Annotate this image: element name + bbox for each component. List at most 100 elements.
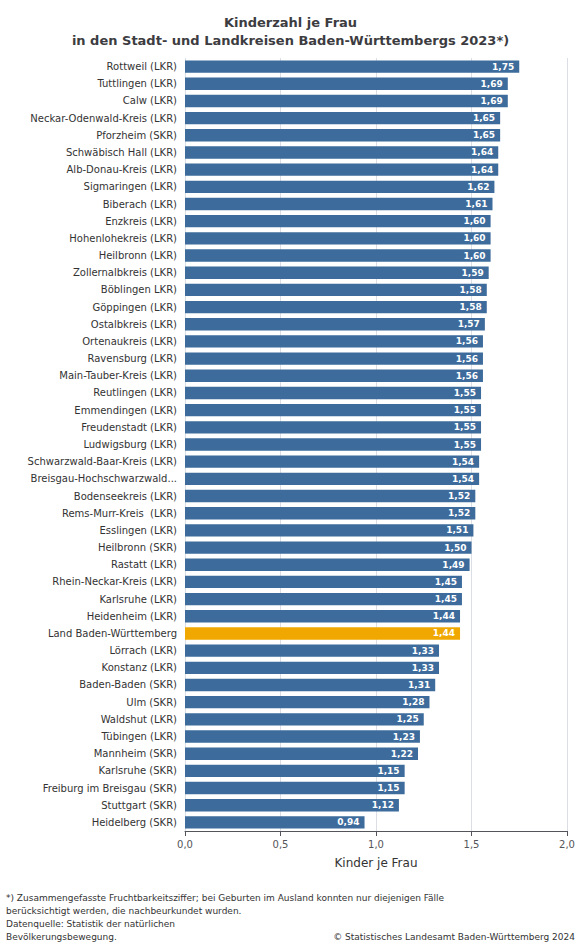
svg-text:0,5: 0,5 xyxy=(273,839,289,850)
svg-text:1,56: 1,56 xyxy=(456,354,478,364)
svg-text:1,31: 1,31 xyxy=(408,680,430,690)
svg-text:Waldshut (LKR): Waldshut (LKR) xyxy=(101,714,177,725)
svg-text:1,28: 1,28 xyxy=(402,697,424,707)
svg-text:1,55: 1,55 xyxy=(454,440,476,450)
svg-text:Enzkreis (LKR): Enzkreis (LKR) xyxy=(105,216,177,227)
svg-text:1,5: 1,5 xyxy=(464,839,480,850)
svg-text:1,55: 1,55 xyxy=(454,422,476,432)
svg-text:Freudenstadt (LKR): Freudenstadt (LKR) xyxy=(81,422,177,433)
svg-text:1,65: 1,65 xyxy=(473,113,495,123)
svg-text:Göppingen (LKR): Göppingen (LKR) xyxy=(92,302,177,313)
svg-text:1,22: 1,22 xyxy=(391,749,413,759)
svg-text:1,58: 1,58 xyxy=(460,285,482,295)
svg-text:Sigmaringen (LKR): Sigmaringen (LKR) xyxy=(84,181,178,192)
svg-text:Konstanz (LKR): Konstanz (LKR) xyxy=(102,662,178,673)
svg-text:1,60: 1,60 xyxy=(463,251,485,261)
svg-text:Heilbronn (LKR): Heilbronn (LKR) xyxy=(99,250,177,261)
svg-text:1,60: 1,60 xyxy=(463,233,485,243)
svg-text:1,12: 1,12 xyxy=(372,800,394,810)
svg-text:Calw (LKR): Calw (LKR) xyxy=(123,95,177,106)
svg-text:1,57: 1,57 xyxy=(458,319,480,329)
svg-text:Rastatt (LKR): Rastatt (LKR) xyxy=(111,559,177,570)
svg-text:1,51: 1,51 xyxy=(446,525,468,535)
svg-text:Alb-Donau-Kreis (LKR): Alb-Donau-Kreis (LKR) xyxy=(67,164,178,175)
svg-text:Hohenlohekreis (LKR): Hohenlohekreis (LKR) xyxy=(69,233,177,244)
svg-text:Karlsruhe (LKR): Karlsruhe (LKR) xyxy=(99,594,177,605)
svg-text:1,44: 1,44 xyxy=(433,611,455,621)
svg-text:1,56: 1,56 xyxy=(456,371,478,381)
svg-text:Böblingen LKR): Böblingen LKR) xyxy=(101,284,177,295)
svg-text:1,23: 1,23 xyxy=(393,732,415,742)
svg-text:1,54: 1,54 xyxy=(452,457,474,467)
svg-text:Stuttgart (SKR): Stuttgart (SKR) xyxy=(101,800,177,811)
svg-text:1,58: 1,58 xyxy=(460,302,482,312)
svg-text:1,64: 1,64 xyxy=(471,165,493,175)
svg-text:1,55: 1,55 xyxy=(454,388,476,398)
svg-text:1,33: 1,33 xyxy=(412,646,434,656)
svg-text:*) Zusammengefasste Fruchtbark: *) Zusammengefasste Fruchtbarkeitsziffer… xyxy=(6,893,445,903)
svg-text:in den Stadt- und Landkreisen: in den Stadt- und Landkreisen Baden-Würt… xyxy=(72,33,509,48)
svg-text:0,94: 0,94 xyxy=(337,817,359,827)
svg-text:Bodenseekreis (LKR): Bodenseekreis (LKR) xyxy=(74,491,177,502)
svg-text:Rottweil (LKR): Rottweil (LKR) xyxy=(107,61,178,72)
svg-text:Esslingen (LKR): Esslingen (LKR) xyxy=(99,525,177,536)
svg-text:Freiburg im Breisgau (SKR): Freiburg im Breisgau (SKR) xyxy=(43,783,177,794)
svg-text:Rems-Murr-Kreis (LKR): Rems-Murr-Kreis (LKR) xyxy=(62,508,177,519)
svg-text:Zollernalbkreis (LKR): Zollernalbkreis (LKR) xyxy=(73,267,177,278)
svg-text:© Statistisches Landesamt Bade: © Statistisches Landesamt Baden-Württemb… xyxy=(333,932,575,942)
svg-text:Reutlingen (LKR): Reutlingen (LKR) xyxy=(93,387,177,398)
svg-text:1,62: 1,62 xyxy=(467,182,489,192)
svg-text:1,45: 1,45 xyxy=(435,577,457,587)
svg-text:1,59: 1,59 xyxy=(461,268,483,278)
svg-text:Neckar-Odenwald-Kreis (LKR): Neckar-Odenwald-Kreis (LKR) xyxy=(30,113,177,124)
svg-text:1,25: 1,25 xyxy=(397,714,419,724)
svg-text:Pforzheim (SKR): Pforzheim (SKR) xyxy=(96,130,177,141)
svg-text:1,55: 1,55 xyxy=(454,405,476,415)
svg-text:berücksichtigt werden, die nac: berücksichtigt werden, die nachbeurkunde… xyxy=(6,906,241,916)
svg-text:1,54: 1,54 xyxy=(452,474,474,484)
svg-text:Datenquelle: Statistik der nat: Datenquelle: Statistik der natürlichen xyxy=(6,919,175,929)
svg-text:Heidenheim (LKR): Heidenheim (LKR) xyxy=(87,611,177,622)
svg-text:Ulm (SKR): Ulm (SKR) xyxy=(126,697,177,708)
svg-text:Heilbronn (SKR): Heilbronn (SKR) xyxy=(98,542,177,553)
svg-text:1,44: 1,44 xyxy=(433,628,455,638)
svg-text:Ostalbkreis (LKR): Ostalbkreis (LKR) xyxy=(91,319,177,330)
svg-text:1,52: 1,52 xyxy=(448,491,470,501)
svg-text:Tübingen (LKR): Tübingen (LKR) xyxy=(101,731,178,742)
svg-text:Ortenaukreis (LKR): Ortenaukreis (LKR) xyxy=(82,336,177,347)
svg-text:0,0: 0,0 xyxy=(177,839,193,850)
svg-text:1,15: 1,15 xyxy=(377,766,399,776)
svg-text:1,69: 1,69 xyxy=(481,79,503,89)
svg-text:Heidelberg (SKR): Heidelberg (SKR) xyxy=(92,817,177,828)
svg-text:Kinder je Frau: Kinder je Frau xyxy=(334,856,417,870)
svg-text:1,60: 1,60 xyxy=(463,216,485,226)
svg-text:1,49: 1,49 xyxy=(442,560,464,570)
svg-text:1,75: 1,75 xyxy=(492,62,514,72)
svg-text:Rhein-Neckar-Kreis (LKR): Rhein-Neckar-Kreis (LKR) xyxy=(52,576,177,587)
svg-text:Ludwigsburg (LKR): Ludwigsburg (LKR) xyxy=(83,439,177,450)
svg-text:2,0: 2,0 xyxy=(559,839,575,850)
svg-text:1,64: 1,64 xyxy=(471,147,493,157)
svg-text:Biberach (LKR): Biberach (LKR) xyxy=(103,199,177,210)
svg-text:1,50: 1,50 xyxy=(444,543,466,553)
svg-text:Breisgau-Hochschwarzwald...: Breisgau-Hochschwarzwald... xyxy=(31,473,177,484)
svg-text:1,56: 1,56 xyxy=(456,336,478,346)
svg-text:1,61: 1,61 xyxy=(465,199,487,209)
svg-text:Mannheim (SKR): Mannheim (SKR) xyxy=(94,748,177,759)
svg-text:1,15: 1,15 xyxy=(377,783,399,793)
svg-text:1,65: 1,65 xyxy=(473,130,495,140)
svg-text:Ravensburg (LKR): Ravensburg (LKR) xyxy=(87,353,177,364)
svg-text:1,69: 1,69 xyxy=(481,96,503,106)
svg-text:Tuttlingen (LKR): Tuttlingen (LKR) xyxy=(96,78,177,89)
svg-text:1,52: 1,52 xyxy=(448,508,470,518)
svg-text:Schwarzwald-Baar-Kreis (LKR): Schwarzwald-Baar-Kreis (LKR) xyxy=(28,456,177,467)
svg-text:Baden-Baden (SKR): Baden-Baden (SKR) xyxy=(79,679,177,690)
svg-text:Schwäbisch Hall (LKR): Schwäbisch Hall (LKR) xyxy=(66,147,177,158)
svg-text:Lörrach (LKR): Lörrach (LKR) xyxy=(109,645,177,656)
svg-text:Land Baden-Württemberg: Land Baden-Württemberg xyxy=(48,628,177,639)
svg-text:Kinderzahl je Frau: Kinderzahl je Frau xyxy=(224,15,357,30)
svg-text:1,33: 1,33 xyxy=(412,663,434,673)
svg-text:Main-Tauber-Kreis (LKR): Main-Tauber-Kreis (LKR) xyxy=(59,370,177,381)
svg-text:Bevölkerungsbewegung.: Bevölkerungsbewegung. xyxy=(6,932,117,942)
svg-text:Emmendingen (LKR): Emmendingen (LKR) xyxy=(74,405,177,416)
